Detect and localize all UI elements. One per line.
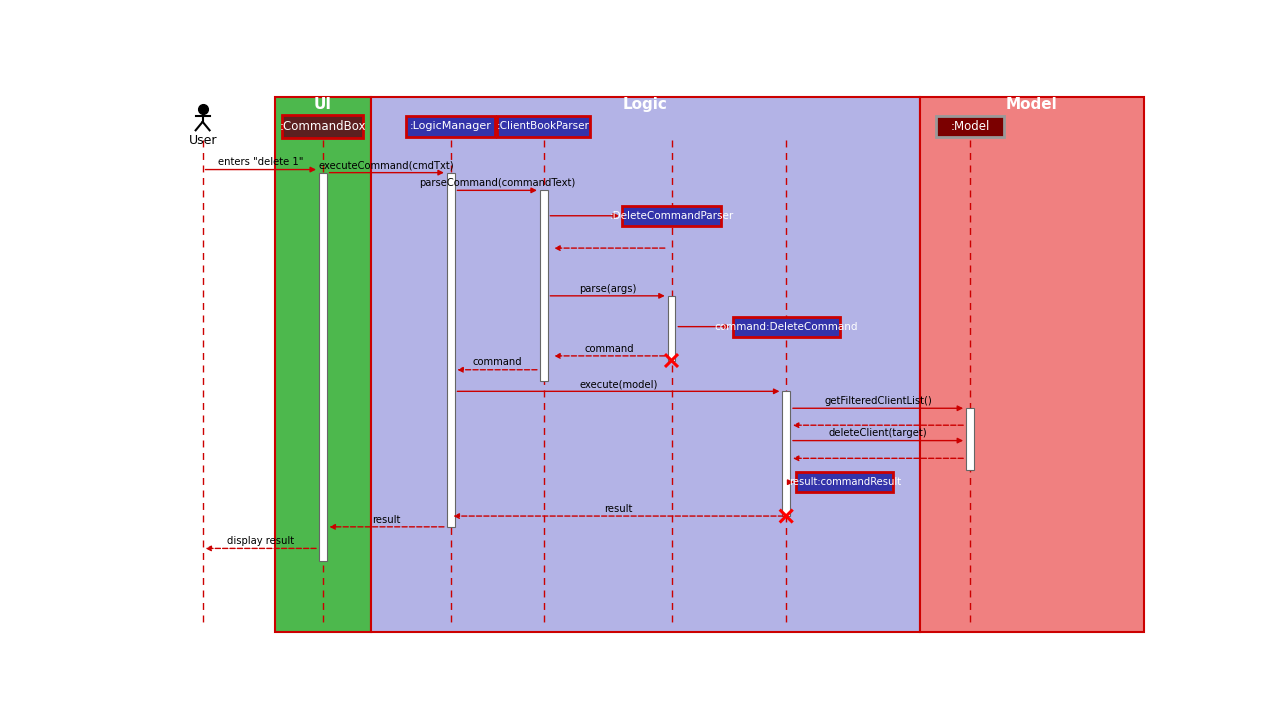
Text: parseCommand(commandText): parseCommand(commandText) [419, 178, 575, 188]
Text: :Model: :Model [950, 120, 989, 133]
Text: :CommandBox: :CommandBox [279, 120, 366, 133]
Bar [966, 408, 974, 470]
Text: result: result [604, 504, 632, 514]
Text: deleteClient(target): deleteClient(target) [828, 428, 927, 438]
Bar [936, 116, 1004, 138]
Bar [371, 97, 919, 631]
Bar [732, 317, 840, 337]
Text: Logic: Logic [622, 97, 668, 112]
Text: execute(model): execute(model) [580, 379, 658, 389]
Text: :LogicManager: :LogicManager [410, 122, 492, 132]
Bar [447, 173, 454, 527]
Text: command: command [585, 343, 635, 354]
Bar [406, 116, 495, 138]
Bar [319, 173, 326, 561]
Text: getFilteredClientList(): getFilteredClientList() [824, 396, 932, 406]
Bar [497, 116, 590, 138]
Text: User: User [188, 134, 216, 147]
Text: command:DeleteCommand: command:DeleteCommand [714, 322, 858, 332]
Bar [919, 97, 1144, 631]
Bar [782, 391, 790, 516]
Bar [282, 115, 364, 138]
Bar [540, 190, 548, 381]
Bar [796, 472, 893, 492]
Text: :ClientBookParser: :ClientBookParser [497, 122, 590, 132]
Text: display result: display result [227, 536, 294, 546]
Text: executeCommand(cmdTxt): executeCommand(cmdTxt) [319, 161, 454, 171]
Bar [668, 296, 676, 361]
Text: :DeleteCommandParser: :DeleteCommandParser [609, 211, 733, 221]
Text: parse(args): parse(args) [579, 284, 636, 294]
Bar [275, 97, 371, 631]
Text: UI: UI [314, 97, 332, 112]
Text: Model: Model [1006, 97, 1057, 112]
Text: result: result [372, 515, 401, 525]
Bar [622, 206, 721, 226]
Text: command: command [472, 357, 522, 367]
Text: enters "delete 1": enters "delete 1" [218, 157, 303, 167]
Text: result:commandResult: result:commandResult [788, 477, 901, 487]
